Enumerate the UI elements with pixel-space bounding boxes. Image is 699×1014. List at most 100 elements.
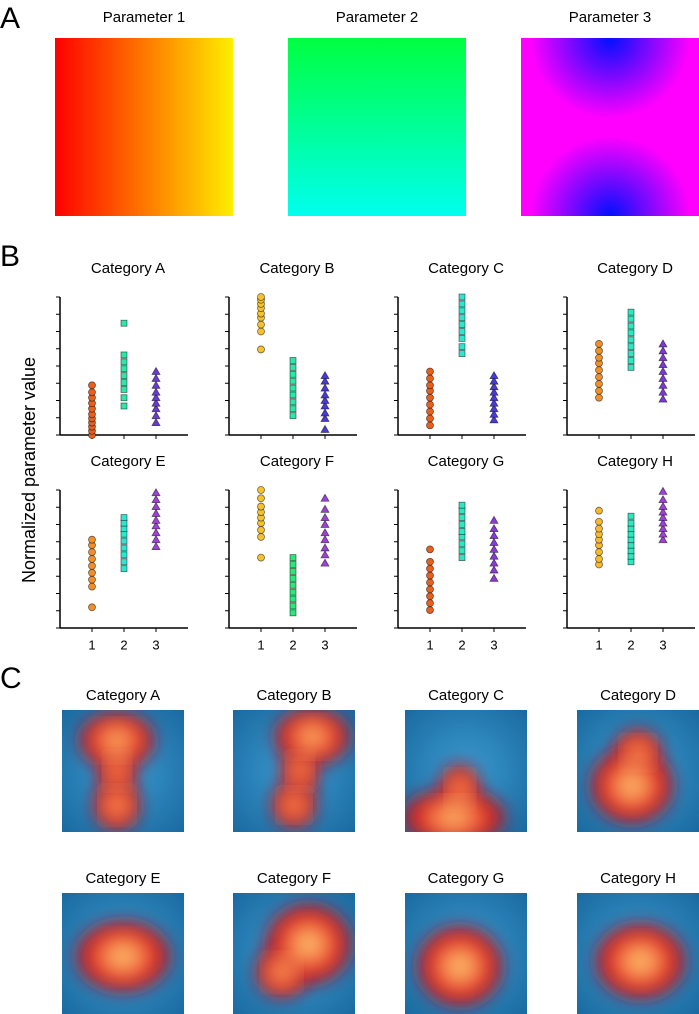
heatmap-title: Category D (600, 687, 676, 704)
heatmap-blob (102, 941, 144, 972)
point (257, 494, 265, 503)
point (426, 585, 434, 594)
point (426, 606, 434, 614)
point (88, 535, 96, 544)
point (88, 562, 96, 570)
point (627, 350, 635, 357)
point (458, 521, 466, 528)
point (289, 574, 297, 582)
point (658, 529, 668, 538)
point (489, 370, 499, 380)
point (151, 380, 161, 389)
point (458, 350, 466, 357)
point (426, 393, 434, 402)
point (120, 525, 128, 533)
point (627, 329, 635, 337)
point (289, 370, 297, 378)
point (289, 398, 297, 406)
point (289, 384, 297, 392)
point (320, 558, 330, 567)
heatmap-blob (620, 944, 661, 978)
heatmap-blob (295, 724, 329, 749)
point (257, 553, 265, 562)
point (627, 541, 635, 549)
point (595, 393, 603, 402)
point (151, 494, 161, 504)
point (489, 376, 499, 385)
point (658, 380, 668, 389)
point (120, 558, 128, 566)
heatmap-blob (107, 794, 127, 817)
point (88, 568, 96, 577)
point (658, 387, 668, 396)
point (289, 391, 297, 399)
heatmap (233, 893, 355, 1014)
heatmap-blob (100, 728, 134, 753)
chart-title: Category E (90, 453, 165, 470)
point (426, 571, 434, 580)
chart-title: Category H (597, 453, 673, 470)
heatmap-title: Category A (86, 687, 160, 704)
heatmap (577, 893, 699, 1014)
parameter-title: Parameter 1 (103, 9, 186, 26)
point (458, 514, 466, 521)
point (257, 486, 265, 494)
point (257, 293, 265, 301)
point (426, 564, 434, 573)
point (289, 405, 297, 413)
x-tick-label: 2 (120, 637, 127, 652)
point (489, 537, 499, 546)
point (489, 544, 499, 553)
point (595, 524, 603, 533)
point (658, 486, 668, 495)
point (658, 501, 668, 510)
point (627, 519, 635, 527)
point (289, 602, 297, 610)
point (120, 379, 128, 386)
point (151, 366, 161, 375)
heatmap-blob (109, 760, 125, 782)
point (120, 565, 128, 573)
point (658, 494, 668, 504)
point (320, 527, 330, 537)
point (426, 545, 434, 554)
x-tick-label: 2 (289, 637, 296, 652)
chart-title: Category D (597, 260, 673, 277)
point (458, 328, 466, 335)
point (627, 343, 635, 351)
point (151, 387, 161, 396)
point (658, 512, 668, 521)
parameter-map (288, 38, 466, 216)
point (120, 351, 128, 359)
point (426, 400, 434, 409)
point (658, 373, 668, 382)
point (595, 506, 603, 515)
point (320, 408, 330, 417)
point (627, 547, 635, 555)
point (320, 519, 330, 528)
heatmap-blob (441, 948, 479, 984)
point (627, 512, 635, 520)
point (88, 381, 96, 390)
point (458, 547, 466, 555)
x-tick-label: 1 (88, 637, 95, 652)
heatmap-title: Category E (85, 870, 160, 887)
point (257, 327, 265, 336)
point (489, 403, 499, 413)
point (120, 519, 128, 527)
chart-title: Category G (428, 453, 505, 470)
point (320, 550, 330, 559)
x-tick-label: 3 (321, 637, 328, 652)
point (151, 410, 161, 420)
y-axis-label: Normalized parameter value (19, 357, 39, 583)
point (627, 308, 635, 316)
point (595, 517, 603, 526)
point (120, 358, 128, 366)
point (658, 394, 668, 403)
heatmap-title: Category F (257, 870, 331, 887)
heatmap-blob (289, 926, 328, 962)
point (658, 352, 668, 362)
point (658, 359, 668, 369)
point (151, 501, 161, 510)
heatmap-blob (284, 795, 304, 816)
